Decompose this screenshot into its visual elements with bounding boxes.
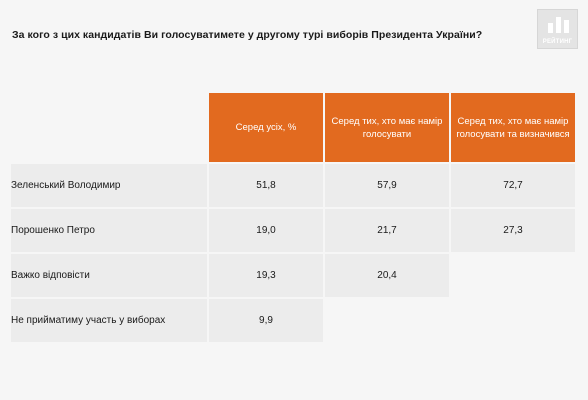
table-row: Зеленський Володимир 51,8 57,9 72,7 <box>11 164 575 207</box>
rating-logo: РЕЙТИНГ <box>537 9 578 49</box>
table-cell: 57,9 <box>325 164 449 207</box>
row-label: Зеленський Володимир <box>11 164 207 207</box>
logo-bar <box>548 23 553 33</box>
row-label: Порошенко Петро <box>11 209 207 252</box>
table-cell: 51,8 <box>209 164 323 207</box>
table-cell: 9,9 <box>209 299 323 342</box>
table-cell: 21,7 <box>325 209 449 252</box>
column-header: Серед тих, хто має намір голосувати та в… <box>451 93 575 162</box>
header-corner <box>11 93 207 162</box>
table-cell: 20,4 <box>325 254 449 297</box>
column-header: Серед усіх, % <box>209 93 323 162</box>
logo-bar <box>564 20 569 33</box>
table-row: Не прийматиму участь у виборах 9,9 <box>11 299 575 342</box>
row-label: Важко відповісти <box>11 254 207 297</box>
table-row: Порошенко Петро 19,0 21,7 27,3 <box>11 209 575 252</box>
header-row: Серед усіх, % Серед тих, хто має намір г… <box>11 93 575 162</box>
logo-bar <box>556 17 561 33</box>
logo-text: РЕЙТИНГ <box>542 39 573 45</box>
table-cell: 72,7 <box>451 164 575 207</box>
empty-cell <box>451 299 575 342</box>
column-header: Серед тих, хто має намір голосувати <box>325 93 449 162</box>
empty-cell <box>451 254 575 297</box>
table-cell: 19,3 <box>209 254 323 297</box>
row-label: Не прийматиму участь у виборах <box>11 299 207 342</box>
page-title: За кого з цих кандидатів Ви голосуватиме… <box>12 29 483 41</box>
results-table: Серед усіх, % Серед тих, хто має намір г… <box>9 91 577 344</box>
empty-cell <box>325 299 449 342</box>
table-cell: 27,3 <box>451 209 575 252</box>
table-cell: 19,0 <box>209 209 323 252</box>
table-row: Важко відповісти 19,3 20,4 <box>11 254 575 297</box>
